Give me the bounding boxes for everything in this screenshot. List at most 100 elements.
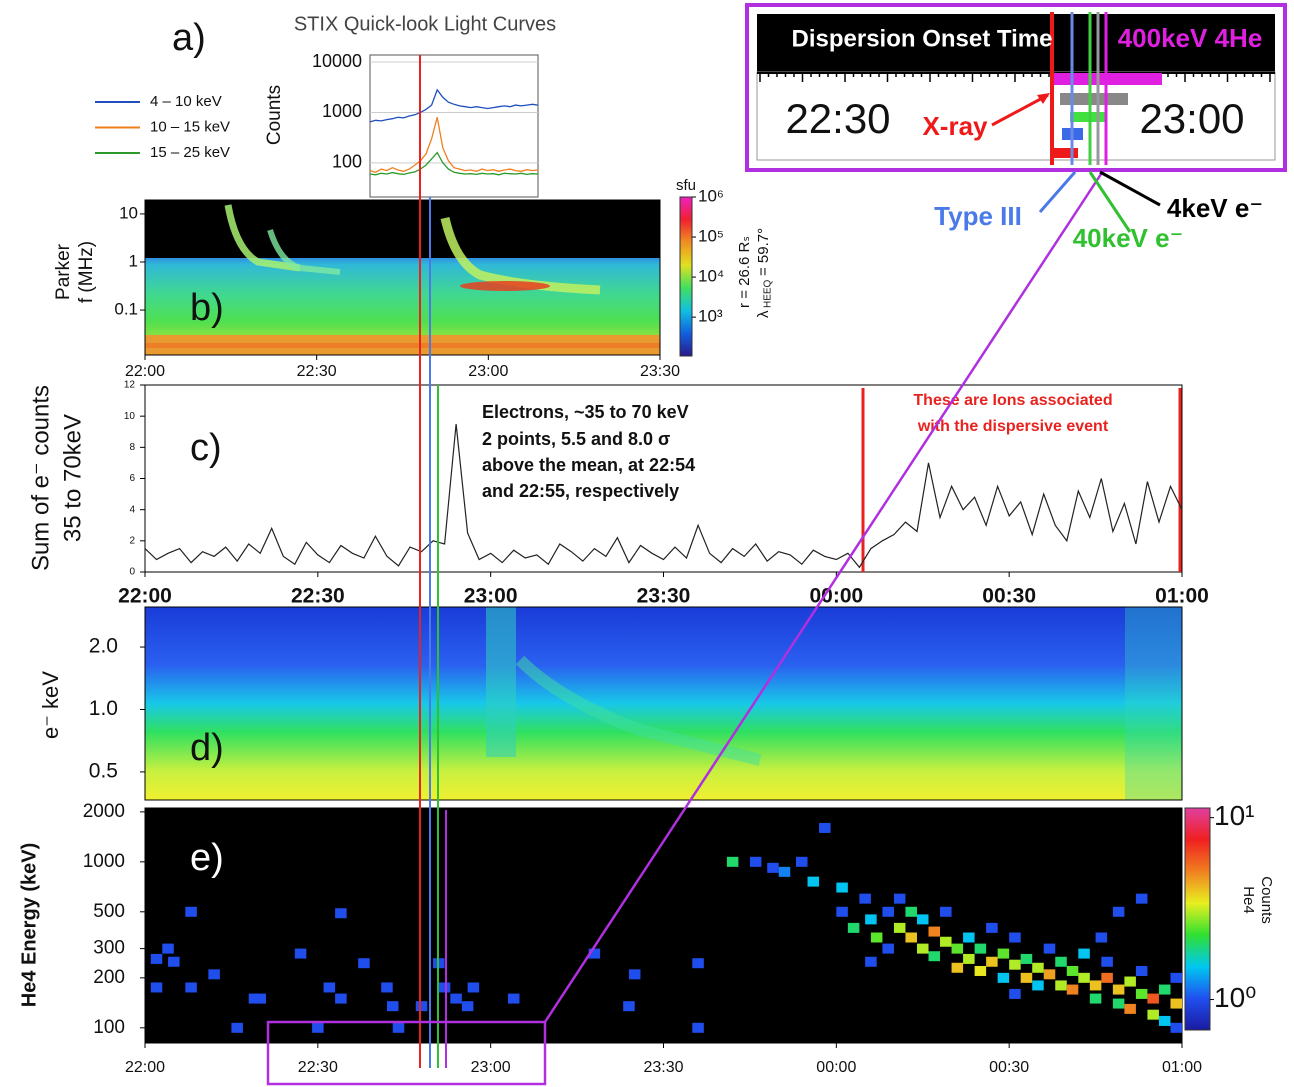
y-tick-label: 100 xyxy=(93,1017,125,1038)
count-pixel xyxy=(807,876,820,887)
spectrogram-b xyxy=(145,200,660,355)
count-pixel xyxy=(150,982,163,993)
count-pixel xyxy=(1066,965,1079,976)
x-tick-label: 01:00 xyxy=(1155,585,1209,608)
count-pixel xyxy=(1078,972,1090,983)
count-pixel xyxy=(231,1022,243,1033)
count-pixel xyxy=(865,956,877,967)
count-pixel xyxy=(1032,980,1044,991)
frames xyxy=(144,54,1183,1044)
y-tick-label: 10 xyxy=(124,411,136,422)
count-pixel xyxy=(381,982,393,993)
count-pixel xyxy=(940,936,952,947)
spectrogram-d xyxy=(145,607,1182,800)
colorbar xyxy=(1184,807,1211,1031)
count-pixel xyxy=(859,893,871,904)
colorbar-tick-label: 10⁰ xyxy=(1214,982,1256,1013)
count-pixel xyxy=(254,993,266,1004)
count-pixel xyxy=(1101,972,1113,983)
y-axis-label: He4 Energy (keV) xyxy=(18,843,40,1008)
colorbar xyxy=(679,196,693,357)
count-pixel xyxy=(392,1022,405,1033)
count-pixel xyxy=(836,906,848,917)
count-pixel xyxy=(1135,965,1148,976)
count-pixel xyxy=(692,1022,704,1033)
colorbar-tick-label: 10¹ xyxy=(1214,800,1254,831)
annotation: = 59.7° xyxy=(755,228,772,276)
y-axis-label: e⁻ keV xyxy=(38,671,63,739)
ion-window xyxy=(861,388,1182,572)
annotation: HEEQ xyxy=(763,279,774,308)
count-pixel xyxy=(893,922,906,933)
inset-label: Type III xyxy=(934,201,1022,231)
count-pixel xyxy=(940,906,952,917)
y-tick-label: 10000 xyxy=(312,51,362,71)
count-pixel xyxy=(726,856,739,867)
x-tick-label: 23:30 xyxy=(643,1059,683,1076)
annotation: and 22:55, respectively xyxy=(482,481,679,501)
inset-time: 23:00 xyxy=(1139,95,1244,142)
panel-label: e) xyxy=(190,837,224,879)
y-tick-label: 1 xyxy=(129,251,138,270)
count-pixel xyxy=(749,856,762,867)
count-pixel xyxy=(1170,972,1182,983)
count-pixel xyxy=(692,958,704,969)
count-pixel xyxy=(865,914,877,925)
y-tick-label: 200 xyxy=(93,967,125,988)
count-pixel xyxy=(1147,993,1159,1004)
count-pixel xyxy=(847,922,860,933)
count-pixel xyxy=(415,1001,428,1012)
x-tick-label: 22:30 xyxy=(298,1059,338,1076)
inset-title: Dispersion Onset Time xyxy=(792,25,1053,52)
count-pixel xyxy=(312,1022,324,1033)
y-tick-label: 1000 xyxy=(83,851,125,872)
count-pixel xyxy=(323,982,336,993)
inset-label: X-ray xyxy=(922,111,988,141)
count-pixel xyxy=(836,882,848,893)
chart-title: STIX Quick-look Light Curves xyxy=(294,13,556,35)
count-pixel xyxy=(1124,976,1136,987)
count-pixel xyxy=(438,982,451,993)
x-tick-label: 00:30 xyxy=(989,1059,1029,1076)
count-pixel xyxy=(916,914,929,925)
y-tick-label: 1000 xyxy=(322,101,362,121)
annotation: with the dispersive event xyxy=(917,418,1109,435)
y-axis-label: Sum of e⁻ counts xyxy=(27,385,54,571)
count-pixel xyxy=(1095,932,1108,943)
count-pixel xyxy=(778,866,791,877)
count-pixel xyxy=(1009,988,1021,999)
panel-label: d) xyxy=(190,727,224,769)
colorbar-label: sfu xyxy=(676,177,696,194)
count-pixel xyxy=(1020,972,1033,983)
y-tick-label: 0 xyxy=(129,567,135,578)
y-tick-label: 0.5 xyxy=(89,759,118,782)
x-tick-label: 22:30 xyxy=(291,585,345,608)
count-pixel xyxy=(767,862,779,873)
line-series xyxy=(144,423,1183,569)
count-pixel xyxy=(1032,962,1044,973)
count-pixel xyxy=(928,926,941,937)
x-tick-label: 23:00 xyxy=(468,363,508,380)
count-pixel xyxy=(1158,1015,1171,1026)
count-pixel xyxy=(905,932,917,943)
line-series xyxy=(369,151,539,176)
count-pixel xyxy=(893,893,906,904)
count-pixel xyxy=(162,943,174,954)
count-pixel xyxy=(951,962,964,973)
count-pixel xyxy=(1147,1009,1159,1020)
count-pixel xyxy=(185,906,197,917)
overlays xyxy=(266,55,1107,1086)
count-pixel xyxy=(185,982,197,993)
y-tick-label: 100 xyxy=(332,152,362,172)
count-pixel xyxy=(335,908,347,919)
annotation: r = 26.6 Rₛ xyxy=(736,236,753,308)
count-pixel xyxy=(1158,984,1171,995)
count-pixel xyxy=(1043,969,1056,980)
count-pixel xyxy=(1009,932,1021,943)
panel-label: b) xyxy=(190,287,224,329)
count-pixel xyxy=(1101,956,1113,967)
count-pixel xyxy=(461,1001,474,1012)
count-pixel xyxy=(1020,953,1033,964)
y-tick-label: 4 xyxy=(129,504,135,515)
